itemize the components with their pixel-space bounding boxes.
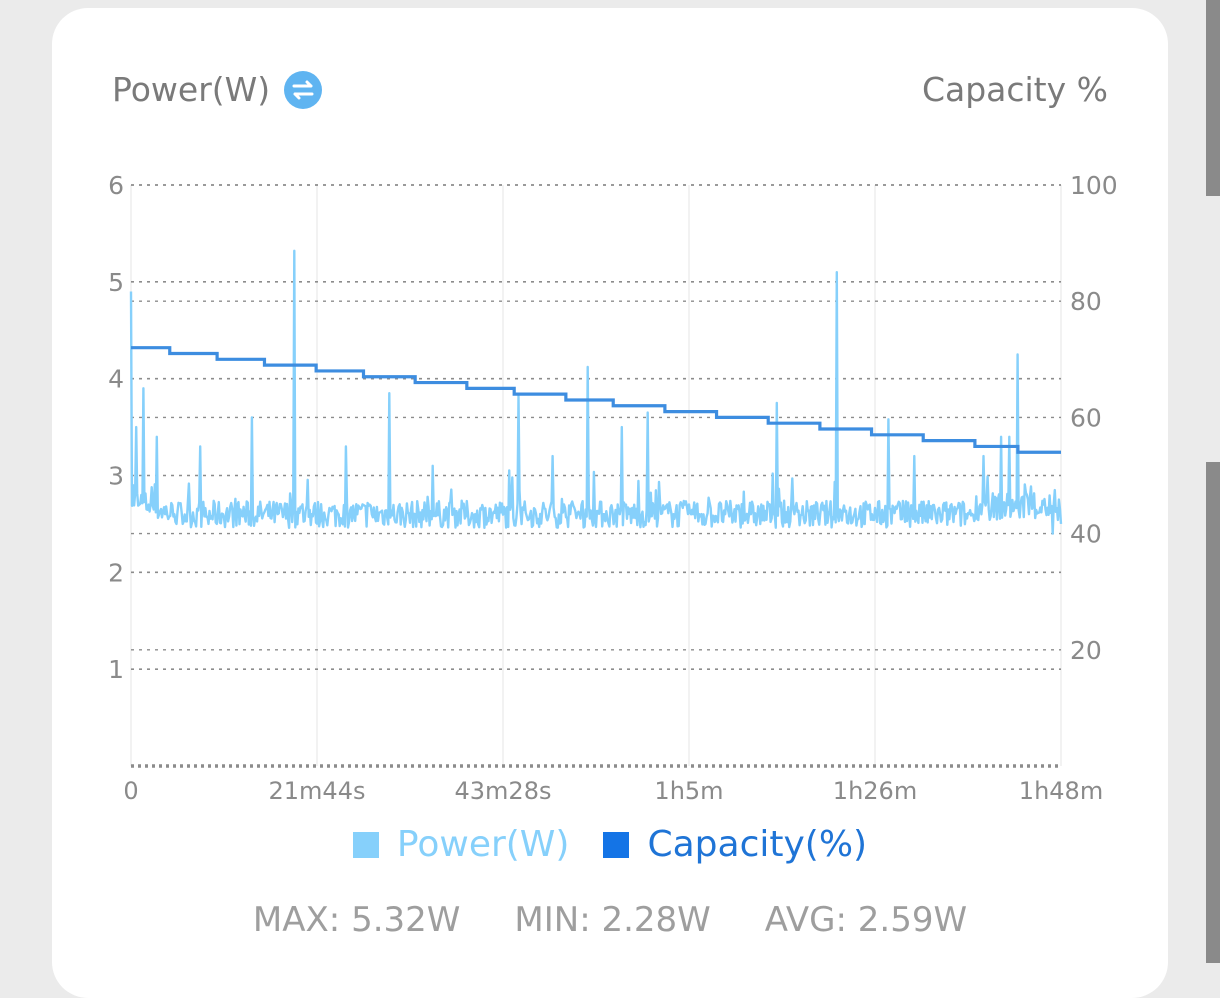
legend-item-capacity[interactable]: Capacity(%) (603, 824, 867, 865)
y-right-tick-label: 40 (1070, 520, 1102, 549)
x-tick-label: 1h26m (833, 777, 917, 805)
y-left-tick-label: 6 (108, 171, 124, 200)
x-tick-label: 1h5m (654, 777, 723, 805)
y-right-tick-label: 60 (1070, 403, 1102, 432)
x-tick-label: 0 (123, 777, 138, 805)
legend: Power(W) Capacity(%) (0, 824, 1220, 865)
header-left: Power(W) (112, 70, 323, 109)
y-right-tick-label: 80 (1070, 287, 1102, 316)
y-right-tick-label: 20 (1070, 636, 1102, 665)
y-left-tick-label: 4 (108, 365, 124, 394)
stat-avg: AVG: 2.59W (764, 900, 968, 940)
stat-min: MIN: 2.28W (514, 900, 711, 940)
legend-swatch-power (352, 831, 379, 858)
legend-item-power[interactable]: Power(W) (352, 824, 570, 865)
legend-swatch-capacity (603, 831, 630, 858)
legend-label-power: Power(W) (396, 824, 570, 865)
y-left-tick-label: 1 (108, 655, 124, 684)
capacity-axis-title: Capacity % (921, 70, 1108, 109)
x-tick-label: 1h48m (1019, 777, 1103, 805)
y-left-tick-label: 5 (108, 268, 124, 297)
x-tick-label: 43m28s (455, 777, 552, 805)
stat-max: MAX: 5.32W (252, 900, 461, 940)
power-axis-title: Power(W) (112, 70, 271, 109)
y-right-tick-label: 100 (1070, 171, 1118, 200)
y-left-tick-label: 3 (108, 462, 124, 491)
power-capacity-chart: 1 2 3 4 5 6 20 40 60 80 100 0 21m44s 43m28s 1h5m 1h26m 1… (108, 171, 1118, 805)
capacity-series-line (131, 346, 1061, 454)
legend-label-capacity: Capacity(%) (647, 824, 868, 865)
scrollbar-top[interactable] (1206, 0, 1220, 196)
y-left-tick-label: 2 (108, 558, 124, 587)
x-tick-label: 21m44s (269, 777, 366, 805)
swap-arrows-icon[interactable] (284, 70, 323, 109)
power-series-line (129, 249, 1063, 535)
scrollbar-thumb[interactable] (1206, 462, 1220, 963)
stats-row: MAX: 5.32W MIN: 2.28W AVG: 2.59W (0, 900, 1220, 940)
